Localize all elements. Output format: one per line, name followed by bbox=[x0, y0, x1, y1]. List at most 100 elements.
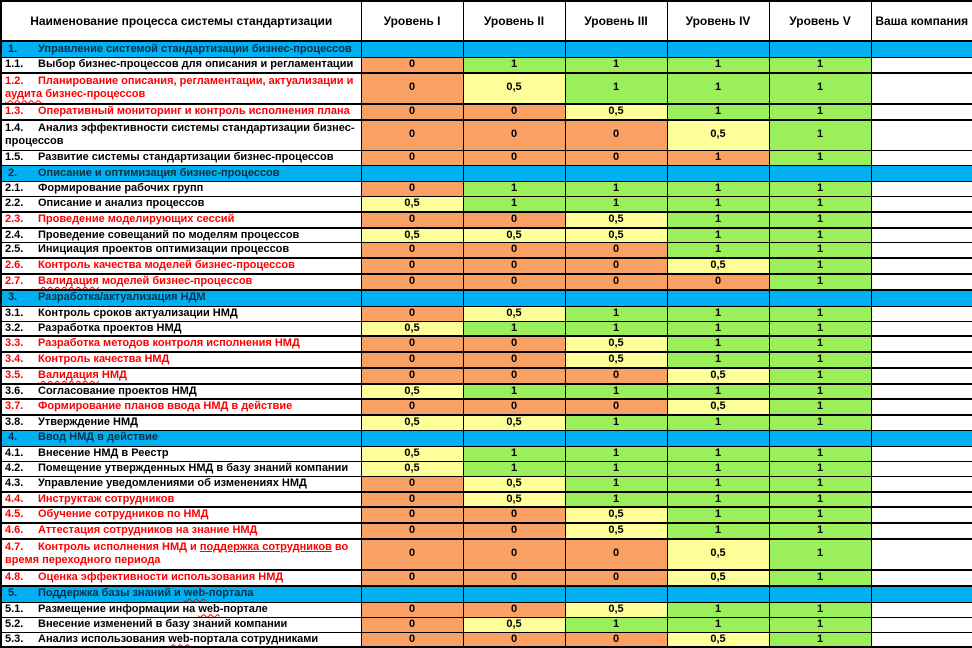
process-row: 3.5. Валидация НМД 0 0 0 0,5 1 bbox=[0, 366, 972, 385]
company-input-cell[interactable] bbox=[870, 537, 972, 571]
level-value-cell: 1 bbox=[564, 383, 668, 400]
level-value-cell: 0 bbox=[462, 102, 566, 121]
company-input-cell[interactable] bbox=[870, 71, 972, 105]
company-input-cell[interactable] bbox=[870, 490, 972, 509]
process-row: 1.1. Выбор бизнес-процессов для описания … bbox=[0, 56, 972, 74]
section-title: Поддержка базы знаний и web-портала bbox=[38, 587, 254, 600]
process-name-cell: 5.1. Размещение информации на web-портале bbox=[0, 601, 362, 618]
level-value-cell: 0,5 bbox=[564, 335, 668, 353]
level-value-cell: 0 bbox=[462, 568, 566, 587]
company-input-cell[interactable] bbox=[870, 366, 972, 385]
process-row: 1.5. Развитие системы стандартизации бизн… bbox=[0, 150, 972, 166]
level-value-cell: 1 bbox=[462, 320, 566, 337]
level-value-cell: 1 bbox=[462, 195, 566, 213]
process-name-cell: 2.1. Формирование рабочих групп bbox=[0, 181, 362, 197]
process-label: Формирование рабочих групп bbox=[38, 182, 204, 195]
level-value-cell: 1 bbox=[666, 210, 770, 229]
level-value-cell: 1 bbox=[768, 226, 872, 244]
process-name-cell: 4.1. Внесение НМД в Реестр bbox=[0, 445, 362, 462]
level-value-cell: 0 bbox=[360, 242, 464, 259]
level-value-cell: 1 bbox=[564, 305, 668, 322]
process-row: 4.8. Оценка эффективности использования Н… bbox=[0, 568, 972, 587]
process-label: Формирование планов ввода НМД в действие bbox=[38, 400, 293, 413]
company-input-cell[interactable] bbox=[870, 210, 972, 229]
process-name-cell: 1.3. Оперативный мониторинг и контроль ис… bbox=[0, 102, 362, 121]
level-value-cell: 0,5 bbox=[564, 522, 668, 540]
level-value-cell: 1 bbox=[666, 242, 770, 259]
level-value-cell: 0 bbox=[564, 366, 668, 385]
level-value-cell: 1 bbox=[768, 616, 872, 633]
company-input-cell[interactable] bbox=[870, 351, 972, 369]
level-value-cell: 0 bbox=[564, 257, 668, 275]
level-value-cell: 1 bbox=[768, 398, 872, 416]
company-input-cell[interactable] bbox=[870, 150, 972, 166]
level-value-cell: 0 bbox=[360, 351, 464, 369]
level-value-cell: 0 bbox=[360, 601, 464, 618]
company-input-cell[interactable] bbox=[870, 631, 972, 648]
section-title-cell: 3. Разработка/актуализация НДМ bbox=[0, 289, 362, 307]
process-name-cell: 2.7. Валидация моделей бизнес-процессов bbox=[0, 272, 362, 291]
company-input-cell[interactable] bbox=[870, 568, 972, 587]
company-input-cell[interactable] bbox=[870, 601, 972, 618]
company-input-cell[interactable] bbox=[870, 195, 972, 213]
level-value-cell: 0 bbox=[462, 506, 566, 524]
level-value-cell: 0,5 bbox=[564, 226, 668, 244]
company-input-cell[interactable] bbox=[870, 475, 972, 493]
section-header-row: 4. Ввод НМД в действие bbox=[0, 429, 972, 447]
process-name-cell: 2.6. Контроль качества моделей бизнес-про… bbox=[0, 257, 362, 275]
section-filler-cell bbox=[870, 429, 972, 447]
level-value-cell: 1 bbox=[666, 335, 770, 353]
company-input-cell[interactable] bbox=[870, 522, 972, 540]
process-number: 2.4. bbox=[5, 228, 24, 241]
process-name-cell: 1.1. Выбор бизнес-процессов для описания … bbox=[0, 56, 362, 74]
level-value-cell: 1 bbox=[666, 102, 770, 121]
process-label: Описание и анализ процессов bbox=[38, 197, 205, 209]
company-input-cell[interactable] bbox=[870, 460, 972, 477]
process-row: 4.7. Контроль исполнения НМД и поддержка … bbox=[0, 537, 972, 571]
company-input-cell[interactable] bbox=[870, 335, 972, 353]
section-header-row: 2. Описание и оптимизация бизнес-процессо… bbox=[0, 165, 972, 182]
company-input-cell[interactable] bbox=[870, 398, 972, 416]
level-value-cell: 0 bbox=[564, 568, 668, 587]
company-input-cell[interactable] bbox=[870, 272, 972, 291]
company-input-cell[interactable] bbox=[870, 181, 972, 197]
process-name-cell: 3.3. Разработка методов контроля исполнен… bbox=[0, 335, 362, 353]
company-input-cell[interactable] bbox=[870, 257, 972, 275]
process-label: Аттестация сотрудников на знание НМД bbox=[38, 524, 258, 536]
level-value-cell: 1 bbox=[462, 383, 566, 400]
process-number: 1.2. bbox=[5, 74, 24, 87]
process-name-cell: 4.5. Обучение сотрудников по НМД bbox=[0, 506, 362, 524]
level-value-cell: 1 bbox=[462, 445, 566, 462]
company-input-cell[interactable] bbox=[870, 414, 972, 431]
company-input-cell[interactable] bbox=[870, 320, 972, 337]
company-input-cell[interactable] bbox=[870, 616, 972, 633]
process-name-cell: 4.2. Помещение утвержденных НМД в базу зн… bbox=[0, 460, 362, 477]
spellcheck-squiggle: web bbox=[168, 632, 190, 645]
process-name-cell: 5.2. Внесение изменений в базу знаний ком… bbox=[0, 616, 362, 633]
process-label: Анализ эффективности системы стандартиза… bbox=[5, 121, 355, 148]
level-value-cell: 0 bbox=[462, 366, 566, 385]
level-value-cell: 1 bbox=[768, 414, 872, 431]
company-input-cell[interactable] bbox=[870, 226, 972, 244]
level-value-cell: 1 bbox=[564, 490, 668, 509]
process-name-cell: 4.6. Аттестация сотрудников на знание НМД bbox=[0, 522, 362, 540]
company-input-cell[interactable] bbox=[870, 305, 972, 322]
section-filler-cell bbox=[870, 40, 972, 58]
company-input-cell[interactable] bbox=[870, 56, 972, 74]
company-input-cell[interactable] bbox=[870, 383, 972, 400]
company-input-cell[interactable] bbox=[870, 119, 972, 151]
section-title-cell: 2. Описание и оптимизация бизнес-процессо… bbox=[0, 165, 362, 182]
section-title: Управление системой стандартизации бизне… bbox=[38, 42, 352, 55]
process-name-cell: 3.7. Формирование планов ввода НМД в дейс… bbox=[0, 398, 362, 416]
company-input-cell[interactable] bbox=[870, 102, 972, 121]
company-input-cell[interactable] bbox=[870, 506, 972, 524]
company-input-cell[interactable] bbox=[870, 242, 972, 259]
company-input-cell[interactable] bbox=[870, 445, 972, 462]
level-value-cell: 0 bbox=[360, 102, 464, 121]
level-value-cell: 1 bbox=[768, 522, 872, 540]
level-value-cell: 0,5 bbox=[564, 210, 668, 229]
level-value-cell: 1 bbox=[768, 631, 872, 648]
process-label: Валидация НМД bbox=[38, 368, 127, 381]
section-filler-cell bbox=[360, 289, 464, 307]
process-name-cell: 4.3. Управление уведомлениями об изменени… bbox=[0, 475, 362, 493]
